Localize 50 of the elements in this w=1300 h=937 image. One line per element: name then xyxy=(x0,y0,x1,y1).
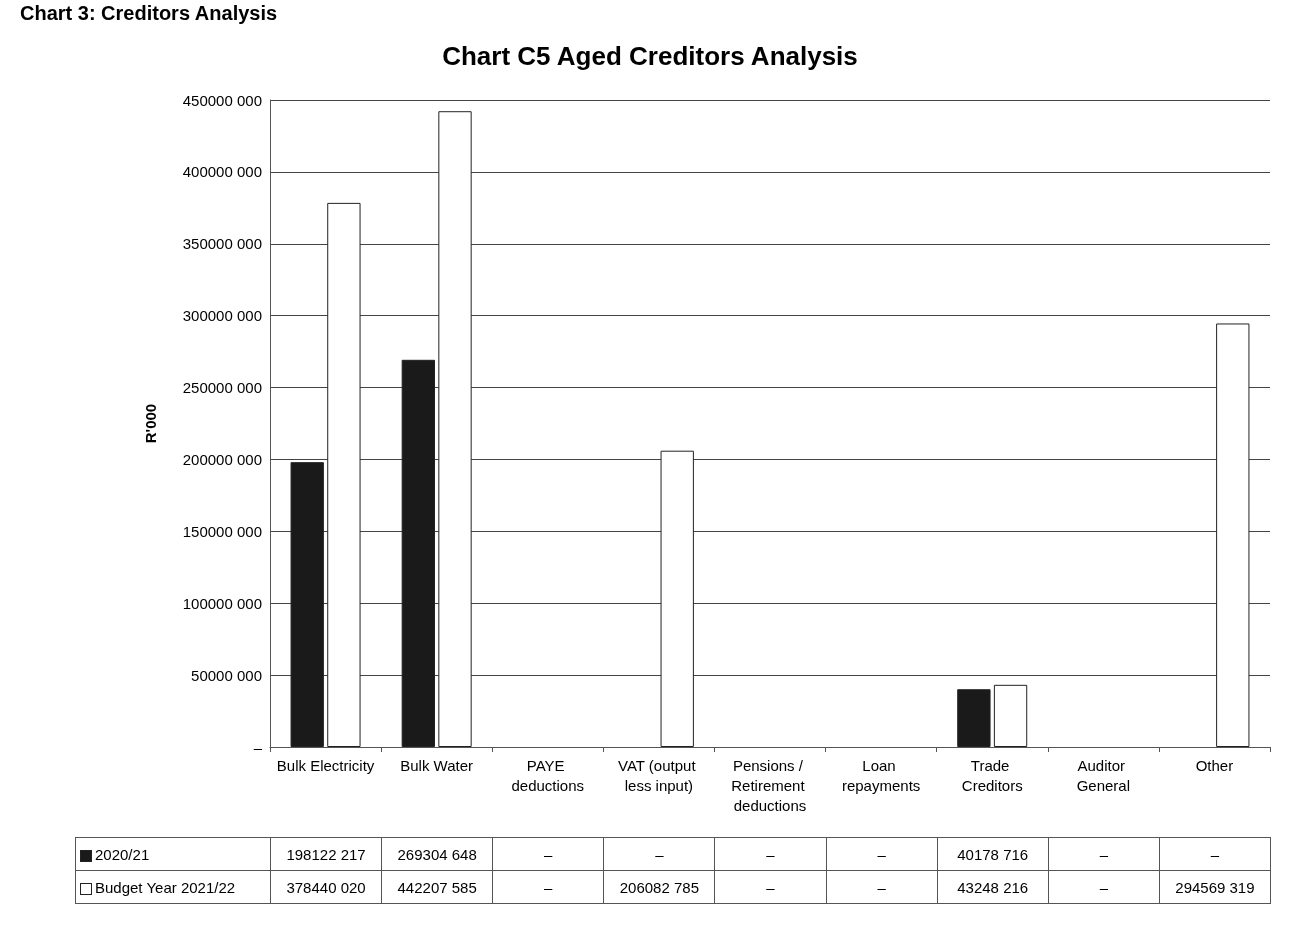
data-label: 378440 020 xyxy=(270,870,382,904)
x-tick-label: VAT (output less input) xyxy=(618,756,700,794)
x-tick-label: Pensions / Retirement deductions xyxy=(731,756,809,814)
x-tick-label: Auditor General xyxy=(1076,756,1131,794)
x-tick-label: Bulk Electricity xyxy=(276,756,375,774)
data-label: 206082 785 xyxy=(603,870,715,904)
data-label: – xyxy=(714,870,827,904)
chart-title: Chart C5 Aged Creditors Analysis xyxy=(442,41,858,71)
x-tick-label: Other xyxy=(1195,756,1234,774)
data-label: – xyxy=(603,837,715,871)
y-tick-label: 250000 000 xyxy=(182,379,262,397)
y-tick-label: 350000 000 xyxy=(182,235,262,253)
data-label: – xyxy=(492,870,604,904)
y-axis-title: R'000 xyxy=(142,403,159,444)
bar xyxy=(401,359,435,747)
data-label: 40178 716 xyxy=(937,837,1049,871)
data-label: – xyxy=(1048,870,1160,904)
y-tick-label: 200000 000 xyxy=(182,450,262,468)
chart-subtitle: Chart 3: Creditors Analysis xyxy=(20,2,278,25)
bar xyxy=(438,111,472,747)
y-tick-label: 400000 000 xyxy=(182,163,262,181)
y-tick-label: 450000 000 xyxy=(182,91,262,109)
data-label: – xyxy=(1159,837,1271,871)
data-label: 442207 585 xyxy=(381,870,493,904)
bar xyxy=(660,450,694,747)
data-label: – xyxy=(492,837,604,871)
bar xyxy=(1216,323,1250,747)
data-label: 294569 319 xyxy=(1159,870,1271,904)
data-label: 43248 216 xyxy=(937,870,1049,904)
bar xyxy=(327,202,361,747)
x-tick-label: Bulk Water xyxy=(400,756,474,774)
legend-label: Budget Year 2021/22 xyxy=(75,870,271,904)
x-tick-label: Loan repayments xyxy=(841,756,921,794)
data-label: 198122 217 xyxy=(270,837,382,871)
y-tick-label: 100000 000 xyxy=(182,594,262,612)
legend-label: 2020/21 xyxy=(75,837,271,871)
y-tick-label: 150000 000 xyxy=(182,522,262,540)
y-tick-label: – xyxy=(253,738,263,756)
y-tick-label: 50000 000 xyxy=(191,666,262,684)
y-tick-label: 300000 000 xyxy=(182,307,262,325)
x-tick-label: PAYE deductions xyxy=(511,756,585,794)
bar xyxy=(957,689,991,747)
bar xyxy=(993,684,1028,747)
data-label: – xyxy=(826,870,938,904)
bar xyxy=(290,462,324,747)
data-label: – xyxy=(714,837,827,871)
data-label: – xyxy=(1048,837,1160,871)
data-label: – xyxy=(826,837,938,871)
data-label: 269304 648 xyxy=(381,837,493,871)
x-tick-label: Trade Creditors xyxy=(961,756,1023,794)
